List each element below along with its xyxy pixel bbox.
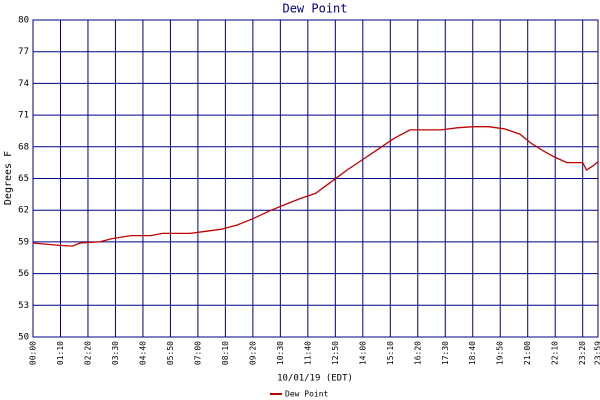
x-tick-label: 23:59 (594, 341, 600, 365)
x-tick-label: 02:20 (83, 341, 92, 365)
x-tick-label: 18:40 (468, 341, 477, 365)
x-tick-label: 00:00 (29, 341, 38, 365)
x-tick-label: 23:20 (578, 341, 587, 365)
data-line (32, 126, 599, 247)
x-tick-label: 09:20 (248, 341, 257, 365)
chart-title: Dew Point (282, 2, 347, 16)
y-axis-label: Degrees F (3, 151, 14, 205)
x-tick-label: 19:50 (496, 341, 505, 365)
x-tick-label: 22:10 (551, 341, 560, 365)
y-tick-label: 50 (18, 333, 29, 343)
x-tick-label: 08:10 (221, 341, 230, 365)
x-tick-label: 10:30 (276, 341, 285, 365)
x-tick-label: 01:10 (56, 341, 65, 365)
x-tick-label: 17:30 (441, 341, 450, 365)
x-axis-label: 10/01/19 (EDT) (277, 374, 353, 384)
y-tick-label: 53 (18, 301, 29, 311)
y-tick-label: 74 (18, 79, 29, 89)
x-tick-label: 05:50 (166, 341, 175, 365)
y-tick-label: 71 (18, 111, 29, 121)
x-tick-label: 03:30 (111, 341, 120, 365)
x-tick-label: 15:10 (386, 341, 395, 365)
y-tick-label: 65 (18, 174, 29, 184)
y-tick-label: 56 (18, 269, 29, 279)
x-tick-label: 07:00 (193, 341, 202, 365)
y-tick-label: 59 (18, 237, 29, 247)
y-tick-label: 80 (18, 16, 29, 26)
legend-label: Dew Point (285, 390, 329, 399)
x-tick-label: 21:00 (523, 341, 532, 365)
x-tick-label: 16:20 (413, 341, 422, 365)
x-tick-label: 14:00 (358, 341, 367, 365)
x-tick-label: 04:40 (138, 341, 147, 365)
y-tick-label: 68 (18, 142, 29, 152)
y-tick-label: 77 (18, 47, 29, 57)
x-tick-label: 11:40 (303, 341, 312, 365)
y-tick-label: 62 (18, 206, 29, 216)
x-tick-label: 12:50 (331, 341, 340, 365)
